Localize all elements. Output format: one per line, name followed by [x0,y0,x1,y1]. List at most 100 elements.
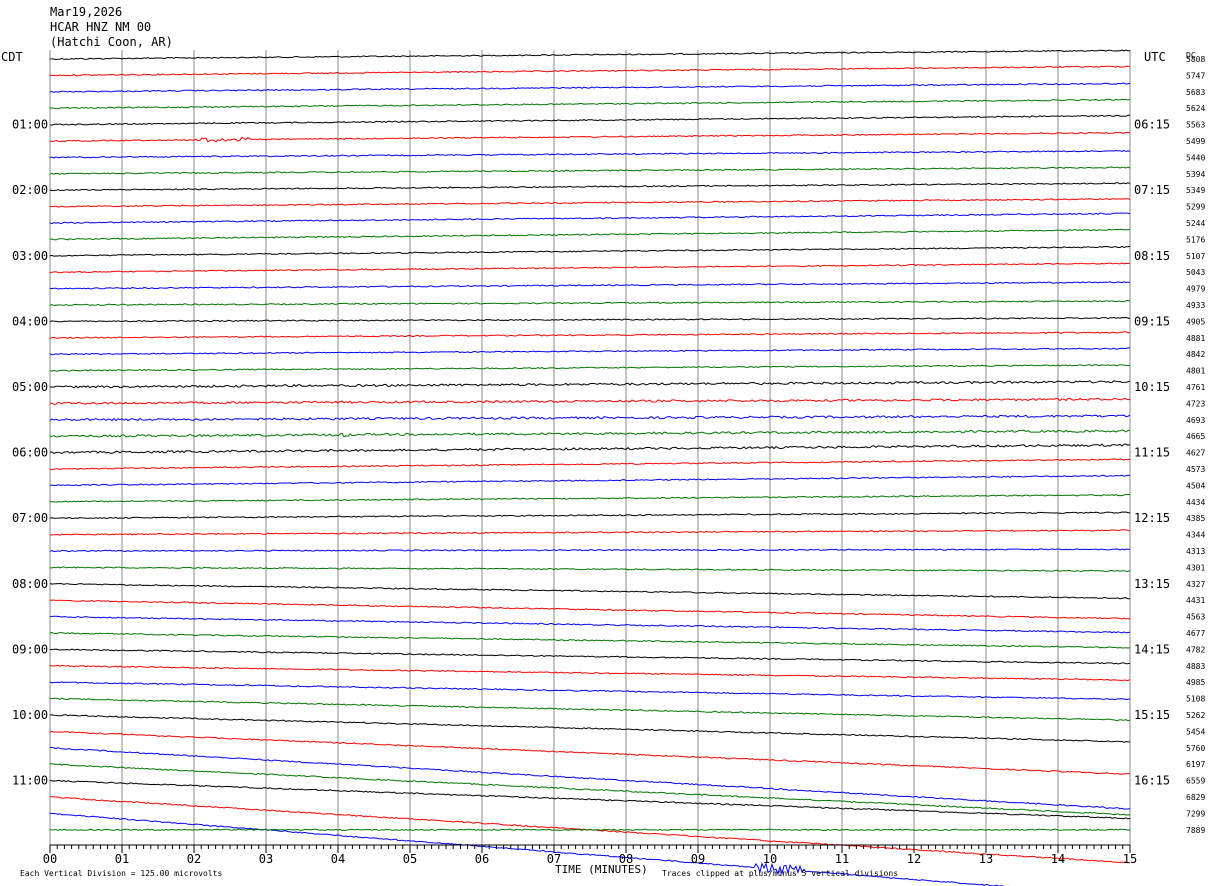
x-tick-label: 11 [835,852,849,866]
right-time-label: 08:15 [1134,249,1170,263]
trace-row-23 [49,414,1131,422]
trace-row-1 [49,49,1131,61]
trace-row-7 [49,149,1131,159]
dc-offset-label: 4782 [1186,645,1205,654]
trace-row-16 [49,299,1131,307]
trace-row-13 [49,245,1131,257]
x-axis-title: TIME (MINUTES) [555,863,648,876]
dc-offset-label: 4677 [1186,629,1205,638]
x-tick-label: 15 [1123,852,1137,866]
trace-row-32 [49,566,1131,572]
right-time-labels: 06:15 07:15 08:15 09:15 10:15 11:15 12:15 13:15… [1134,118,1170,788]
x-tick-label: 01 [115,852,129,866]
left-time-label: 03:00 [12,249,48,263]
trace-row-14 [49,262,1131,274]
right-time-label: 06:15 [1134,118,1170,132]
dc-offset-label: 5760 [1186,744,1205,753]
x-tick-label: 03 [259,852,273,866]
trace-row-41 [49,714,1131,743]
dc-offset-label: 5176 [1186,235,1205,244]
right-time-label: 15:15 [1134,708,1170,722]
right-time-label: 12:15 [1134,511,1170,525]
dc-offset-label: 5808 [1186,55,1205,64]
right-time-label: 10:15 [1134,380,1170,394]
right-time-label: 07:15 [1134,183,1170,197]
left-time-label: 04:00 [12,314,48,328]
dc-offset-label: 6559 [1186,777,1205,786]
trace-row-21 [49,380,1131,389]
trace-row-2 [49,65,1131,77]
trace-row-5 [49,114,1131,126]
trace-row-11 [49,212,1131,225]
right-time-label: 13:15 [1134,577,1170,591]
dc-offset-label: 4431 [1186,596,1205,605]
dc-offset-label: 5299 [1186,203,1205,212]
dc-offset-label: 4979 [1186,285,1205,294]
trace-row-20 [49,364,1131,372]
trace-row-3 [49,82,1131,93]
vertical-gridlines [49,50,1131,845]
dc-offset-label: 4723 [1186,399,1205,408]
left-time-label: 05:00 [12,380,48,394]
dc-offset-label: 4883 [1186,662,1205,671]
x-tick-label: 13 [979,852,993,866]
trace-row-19 [49,347,1130,356]
dc-offset-label: 7889 [1186,826,1205,835]
left-time-label: 02:00 [12,183,48,197]
trace-row-48 [49,828,1131,831]
dc-offset-label: 4573 [1186,465,1205,474]
x-tick-label: 05 [403,852,417,866]
trace-row-29 [49,511,1131,520]
trace-row-43 [49,746,1131,810]
trace-row-35 [49,615,1131,634]
station-label: HCAR HNZ NM 00 [50,20,151,34]
trace-row-17 [49,316,1131,323]
trace-row-6 [49,131,1131,143]
trace-row-15 [49,281,1131,290]
trace-row-34 [50,599,1131,620]
trace-row-10 [49,198,1131,208]
trace-row-37 [49,648,1131,665]
trace-row-9 [49,182,1131,192]
right-time-label: 09:15 [1134,314,1170,328]
dc-offset-label: 4385 [1186,514,1205,523]
dc-offset-label: 4761 [1186,383,1205,392]
x-tick-label: 08 [619,852,633,866]
clip-note: Traces clipped at plus/minus 5 vertical … [662,869,898,878]
trace-row-8 [49,166,1131,175]
dc-offset-label: 5499 [1186,137,1205,146]
right-time-label: 16:15 [1134,774,1170,788]
trace-row-24 [49,429,1131,438]
dc-offset-label: 5262 [1186,711,1205,720]
right-time-label: 11:15 [1134,446,1170,460]
dc-offset-label: 4344 [1186,531,1205,540]
dc-offset-label: 5108 [1186,695,1205,704]
dc-offset-label: 4933 [1186,301,1205,310]
dc-offset-label: 4801 [1186,367,1205,376]
trace-row-12 [49,228,1131,241]
trace-row-42 [49,730,1131,775]
trace-row-30 [49,529,1131,536]
x-tick-label: 00 [43,852,57,866]
x-tick-label: 10 [763,852,777,866]
trace-row-26 [49,458,1131,471]
trace-row-36 [49,631,1131,649]
dc-offset-label: 4301 [1186,563,1205,572]
dc-offset-label: 4693 [1186,416,1205,425]
trace-row-18 [49,331,1131,339]
dc-offset-label: 4842 [1186,350,1205,359]
left-time-label: 11:00 [12,774,48,788]
dc-offset-label: 4434 [1186,498,1205,507]
date-label: Mar19,2026 [50,5,122,19]
x-tick-label: 06 [475,852,489,866]
x-tick-label: 02 [187,852,201,866]
dc-offset-label: 7299 [1186,809,1205,818]
left-time-label: 07:00 [12,511,48,525]
left-time-label: 09:00 [12,642,48,656]
dc-label: DC [1186,51,1196,60]
trace-row-28 [50,493,1131,503]
x-tick-label: 12 [907,852,921,866]
trace-row-27 [49,474,1131,487]
trace-row-4 [49,98,1131,110]
trace-row-25 [50,443,1131,455]
